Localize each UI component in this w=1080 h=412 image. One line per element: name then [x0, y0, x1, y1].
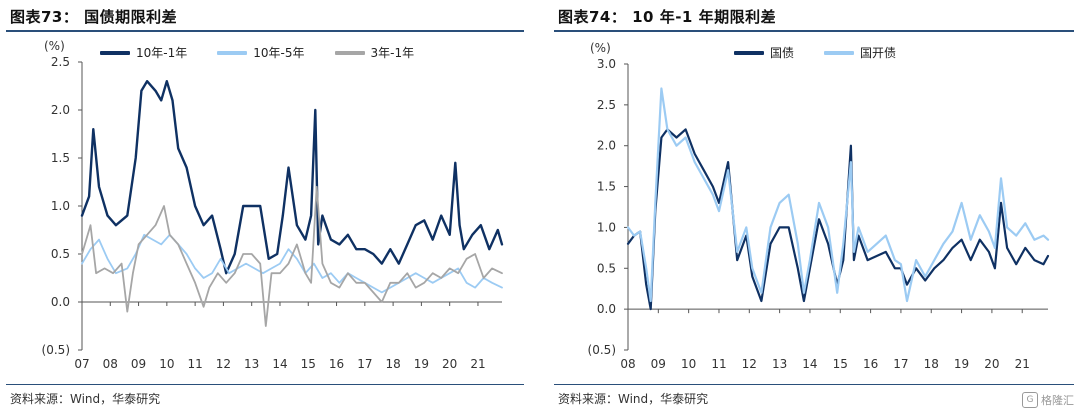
- watermark-logo-icon: G: [1022, 392, 1038, 408]
- legend-label: 国债: [770, 46, 795, 60]
- legend-swatch: [824, 50, 855, 55]
- watermark-text: 格隆汇: [1041, 394, 1074, 407]
- y-tick-label: 1.0: [597, 220, 616, 234]
- x-tick-label: 15: [833, 357, 848, 371]
- x-tick-label: 12: [216, 357, 231, 371]
- x-tick-label: 20: [442, 357, 457, 371]
- y-tick-label: 0.5: [597, 261, 616, 275]
- x-tick-label: 10: [159, 357, 174, 371]
- legend-swatch: [217, 50, 248, 55]
- x-tick-label: 13: [772, 357, 787, 371]
- series-line-2: [81, 185, 503, 327]
- legend-label: 10年-1年: [136, 46, 188, 60]
- legend-label: 10年-5年: [253, 46, 305, 60]
- x-tick-label: 14: [802, 357, 817, 371]
- figure-title: 图表74： 10 年-1 年期限利差: [558, 8, 777, 26]
- source-note: 资料来源：Wind，华泰研究: [558, 392, 709, 406]
- line-chart-left: (%) (0.5) 0.0 0.5 1.0 1.5 2.0 2.5 07 08 09 10 11 12 13…: [42, 39, 504, 371]
- y-tick-label: 1.0: [51, 199, 70, 213]
- legend-swatch: [734, 50, 764, 55]
- title-divider: [6, 30, 524, 32]
- x-tick-label: 09: [651, 357, 666, 371]
- legend-item-10y-5y: 10年-5年: [217, 44, 305, 61]
- x-tick-label: 07: [74, 357, 89, 371]
- x-tick-label: 18: [924, 357, 939, 371]
- line-chart-right: (%) (0.5) 0.0 0.5 1.0 1.5 2.0 2.5 3.0 08 09 10 11 12 1…: [588, 41, 1050, 371]
- x-tick-label: 19: [954, 357, 969, 371]
- x-tick-label: 13: [244, 357, 259, 371]
- x-tick-label: 21: [470, 357, 485, 371]
- y-tick-label: 2.0: [597, 139, 616, 153]
- legend-item-cdb: 国开债: [824, 44, 896, 61]
- x-tick-label: 08: [103, 357, 118, 371]
- x-tick-label: 16: [863, 357, 878, 371]
- x-tick-label: 20: [984, 357, 999, 371]
- x-tick-label: 11: [187, 357, 202, 371]
- legend: 国债 国开债: [734, 44, 896, 61]
- x-tick-label: 12: [742, 357, 757, 371]
- source-note: 资料来源：Wind，华泰研究: [10, 392, 161, 406]
- source-divider: [6, 384, 524, 385]
- chart-panel-left: 图表73： 国债期限利差 10年-1年 10年-5年 3年-1年 (%) (0.5…: [0, 0, 530, 412]
- x-tick-label: 17: [357, 357, 372, 371]
- x-tick-label: 18: [385, 357, 400, 371]
- figure-title: 图表73： 国债期限利差: [10, 8, 178, 26]
- series-line-1: [626, 87, 1050, 303]
- y-tick-label: 0.5: [51, 247, 70, 261]
- legend-label: 国开债: [860, 46, 897, 60]
- y-tick-label: 2.5: [597, 98, 616, 112]
- legend-swatch: [100, 50, 130, 55]
- y-tick-label: 2.5: [51, 55, 70, 69]
- y-tick-label: 1.5: [597, 180, 616, 194]
- legend-item-treasury: 国债: [734, 44, 794, 61]
- y-tick-label: (0.5): [42, 343, 70, 357]
- x-tick-label: 08: [620, 357, 635, 371]
- y-tick-label: 2.0: [51, 103, 70, 117]
- x-tick-label: 17: [893, 357, 908, 371]
- y-tick-label: 0.0: [597, 302, 616, 316]
- y-tick-label: 3.0: [597, 57, 616, 71]
- y-tick-label: 0.0: [51, 295, 70, 309]
- x-tick-label: 09: [131, 357, 146, 371]
- watermark: G 格隆汇: [1022, 392, 1074, 408]
- x-tick-label: 11: [711, 357, 726, 371]
- series-line-0: [80, 80, 504, 275]
- legend: 10年-1年 10年-5年 3年-1年: [100, 44, 414, 61]
- series-line-1: [81, 233, 503, 294]
- chart-panel-right: 图表74： 10 年-1 年期限利差 国债 国开债 (%) (0.5) 0.0 0.5…: [548, 0, 1080, 412]
- x-tick-label: 16: [329, 357, 344, 371]
- x-tick-label: 21: [1015, 357, 1030, 371]
- y-unit-label: (%): [590, 41, 611, 55]
- y-unit-label: (%): [44, 39, 65, 53]
- legend-swatch: [334, 50, 365, 55]
- title-divider: [554, 30, 1074, 32]
- source-divider: [554, 384, 1074, 385]
- legend-item-3y-1y: 3年-1年: [334, 44, 415, 61]
- x-tick-label: 10: [681, 357, 696, 371]
- x-tick-label: 14: [272, 357, 287, 371]
- y-tick-label: (0.5): [588, 343, 616, 357]
- y-tick-label: 1.5: [51, 151, 70, 165]
- legend-label: 3年-1年: [370, 46, 415, 60]
- x-tick-label: 19: [414, 357, 429, 371]
- legend-item-10y-1y: 10年-1年: [100, 44, 187, 61]
- x-tick-label: 15: [301, 357, 316, 371]
